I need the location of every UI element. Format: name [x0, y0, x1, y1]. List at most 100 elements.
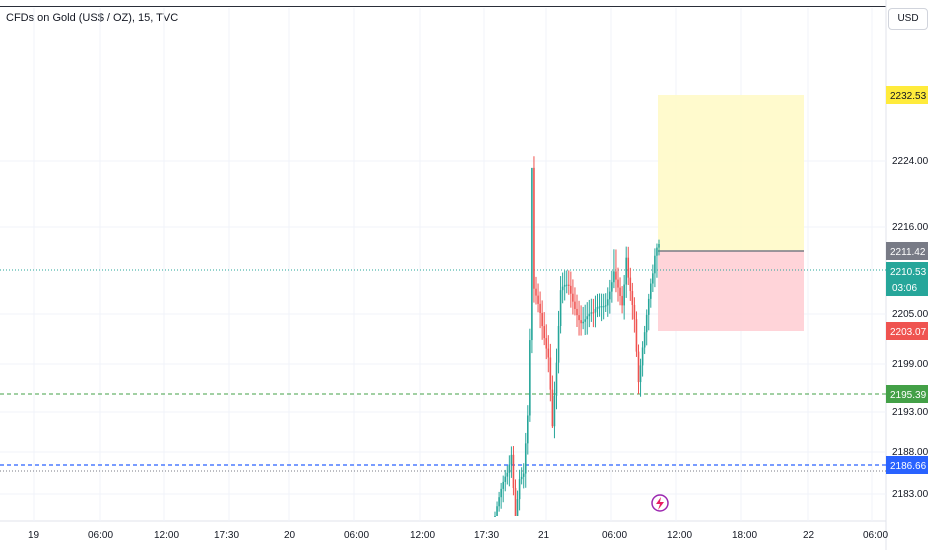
time-tick-label: 06:00 [602, 530, 627, 541]
stop-tag-label: 2203.07 [890, 327, 927, 338]
time-tick-label: 19 [28, 530, 40, 541]
candle-body [504, 476, 507, 482]
candle-body [524, 443, 527, 474]
candle-body [641, 347, 644, 366]
candle-body [563, 284, 566, 287]
time-tick-label: 12:00 [154, 530, 179, 541]
chart-top-border [0, 6, 886, 7]
candle-body [527, 415, 529, 444]
chart-title: CFDs on Gold (US$ / OZ), 15, TVC [6, 12, 179, 24]
candle-body [516, 499, 519, 516]
target-tag-bg [886, 86, 928, 104]
ref-tag-label: 2211.42 [890, 247, 926, 258]
candle-body [588, 313, 591, 317]
candle-body [631, 291, 634, 305]
candle-body [565, 284, 568, 286]
price-tick-label: 2216.00 [892, 222, 929, 233]
candle-body [535, 288, 537, 296]
last-price-label: 2210.53 [890, 267, 927, 278]
candle-body [555, 362, 558, 396]
candle-body [539, 303, 541, 313]
time-tick-label: 21 [538, 530, 550, 541]
candle-body [496, 506, 498, 516]
candle-body [512, 454, 515, 489]
candle-body [633, 304, 636, 320]
candle-body [570, 285, 572, 294]
candle-body [656, 247, 658, 256]
candle-body [510, 454, 513, 465]
time-tick-label: 12:00 [667, 530, 692, 541]
time-tick-label: 12:00 [410, 530, 435, 541]
blue-tag-label: 2186.66 [890, 461, 927, 472]
candle-body [604, 305, 607, 307]
ref-tag-bg [886, 242, 928, 260]
green-tag-label: 2195.39 [890, 390, 927, 401]
loss-zone [658, 251, 804, 331]
candle-body [654, 255, 656, 274]
candle-body [520, 476, 523, 480]
time-tick-label: 17:30 [474, 530, 499, 541]
countdown-label: 03:06 [892, 283, 917, 294]
price-tick-label: 2183.00 [892, 489, 929, 500]
price-tick-label: 2199.00 [892, 359, 929, 370]
candle-body [609, 291, 611, 300]
price-tick-label: 2193.00 [892, 407, 929, 418]
green-tag-bg [886, 385, 928, 403]
candle-body [498, 497, 500, 507]
candle-body [652, 273, 654, 284]
candle-body [611, 282, 613, 292]
candle-body [502, 481, 504, 489]
candle-body [543, 326, 545, 339]
time-tick-label: 22 [803, 530, 815, 541]
candle-body [561, 286, 564, 291]
candle-body [617, 279, 619, 288]
price-tick-label: 2205.00 [892, 309, 929, 320]
last-price-tag: 2210.53 03:06 [886, 262, 928, 296]
time-tick-label: 06:00 [88, 530, 113, 541]
candle-body [514, 488, 517, 516]
candle-body [629, 277, 632, 292]
candle-body [647, 298, 650, 315]
candle-body [619, 287, 621, 296]
stop-price-tag: 2203.07 [886, 322, 928, 340]
candle-body [606, 299, 609, 306]
lightning-event-icon[interactable] [651, 494, 669, 512]
profit-zone [658, 95, 804, 251]
candle-body [559, 290, 562, 327]
horizontal-lines [0, 269, 886, 472]
candle-body [574, 301, 576, 309]
candles [494, 156, 660, 517]
candle-body [650, 283, 652, 299]
candle-body [582, 321, 584, 324]
last-price-tag-bg [886, 262, 928, 296]
candle-body [627, 257, 630, 278]
candle-body [537, 295, 539, 304]
ref-price-tag: 2211.42 [886, 242, 928, 260]
candle-body [508, 464, 511, 473]
candle-body [635, 319, 638, 352]
green-line-tag: 2195.39 [886, 385, 928, 403]
candle-body [598, 306, 601, 308]
candle-body [580, 320, 582, 324]
time-tick-label: 06:00 [344, 530, 369, 541]
candle-body [557, 326, 560, 363]
candle-body [639, 365, 642, 383]
candle-body [553, 395, 556, 427]
candle-body [584, 319, 586, 322]
candle-body [637, 351, 640, 383]
candle-body [549, 357, 552, 390]
stop-tag-bg [886, 322, 928, 340]
candle-body [518, 479, 521, 500]
price-axis: 2224.00 2216.00 2205.00 2199.00 2193.00 … [892, 156, 929, 500]
currency-button[interactable]: USD [888, 8, 928, 30]
candle-body [600, 306, 603, 308]
blue-line-tag: 2186.66 [886, 456, 928, 474]
price-tick-label: 2224.00 [892, 156, 929, 167]
candle-body [645, 314, 648, 333]
candle-body [613, 271, 615, 283]
candle-body [590, 312, 593, 314]
candle-body [623, 284, 625, 306]
target-price-tag: 2232.53 [886, 86, 928, 104]
candle-body [658, 243, 660, 248]
